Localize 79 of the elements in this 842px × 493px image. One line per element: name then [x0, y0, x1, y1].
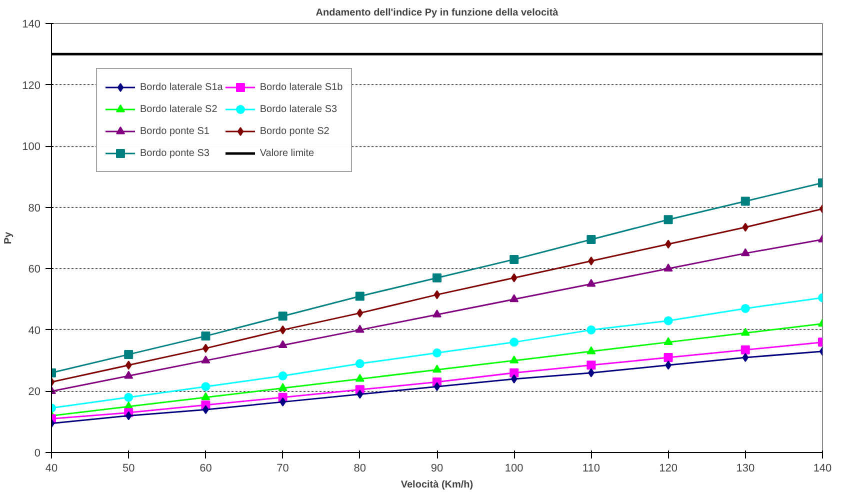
point [201, 332, 210, 341]
point [356, 390, 364, 399]
point [742, 353, 749, 362]
point [355, 374, 364, 382]
point [434, 382, 440, 392]
point [740, 328, 750, 336]
y-tick-label: 40 [28, 324, 41, 337]
y-tick-label: 60 [28, 264, 41, 276]
y-tick-label: 0 [34, 448, 41, 460]
point [586, 346, 596, 354]
point [664, 337, 673, 345]
point [510, 338, 519, 347]
legend-label: Bordo laterale S1a [140, 82, 223, 92]
point [432, 309, 442, 318]
legend-label: Bordo ponte S1 [140, 126, 210, 136]
point [510, 355, 519, 364]
point [586, 235, 596, 244]
point [664, 264, 673, 272]
point [125, 360, 132, 370]
y-tick-label: 80 [28, 202, 41, 214]
y-tick-label: 100 [22, 141, 41, 154]
point [124, 370, 134, 379]
point [586, 360, 596, 370]
point [434, 290, 440, 300]
point [740, 345, 750, 354]
legend-label: Bordo ponte S2 [260, 126, 330, 136]
point [355, 292, 364, 301]
point [356, 308, 364, 318]
legend-label: Valore limite [260, 148, 314, 158]
x-tick-label: 70 [276, 462, 289, 474]
point [664, 316, 673, 326]
point [510, 254, 519, 264]
point [432, 273, 442, 282]
point [201, 392, 210, 400]
x-tick-label: 50 [122, 462, 135, 474]
legend-label: Bordo laterale S3 [260, 104, 338, 114]
y-tick-label: 20 [28, 386, 41, 398]
y-axis-title: Py [3, 231, 14, 244]
point [278, 312, 288, 321]
legend-label: Bordo laterale S2 [140, 104, 218, 114]
point [510, 368, 519, 378]
point [510, 294, 519, 302]
point [664, 215, 673, 224]
point [201, 355, 210, 364]
point [510, 374, 518, 384]
point [586, 325, 596, 334]
x-tick-label: 80 [354, 462, 366, 474]
point [355, 324, 364, 333]
point [355, 359, 364, 368]
point [740, 196, 750, 206]
point [664, 353, 673, 362]
x-tick-label: 90 [430, 462, 444, 474]
x-tick-label: 40 [45, 462, 58, 474]
legend-label: Bordo ponte S3 [140, 148, 210, 158]
point [510, 273, 518, 282]
y-tick-label: 120 [22, 80, 41, 92]
x-axis-title: Velocità (Km/h) [400, 480, 474, 490]
x-tick-label: 110 [582, 462, 600, 474]
legend-label: Bordo laterale S1b [260, 82, 343, 92]
point [278, 371, 288, 380]
point [201, 382, 210, 392]
point [278, 383, 288, 391]
x-tick-label: 100 [504, 462, 524, 474]
point [740, 304, 750, 313]
chart-title: Andamento dell'indice Py in funzione della velocità [316, 8, 559, 18]
point [742, 222, 749, 232]
x-tick-label: 120 [659, 462, 678, 474]
x-tick-label: 140 [813, 462, 832, 474]
point [740, 248, 750, 256]
point [278, 340, 288, 348]
point [586, 278, 596, 287]
x-tick-label: 130 [736, 462, 755, 474]
point [124, 350, 134, 359]
x-tick-label: 60 [200, 462, 212, 474]
point [124, 392, 134, 402]
point [125, 411, 132, 420]
point [432, 364, 442, 373]
point [432, 348, 442, 358]
y-tick-label: 140 [22, 18, 41, 30]
